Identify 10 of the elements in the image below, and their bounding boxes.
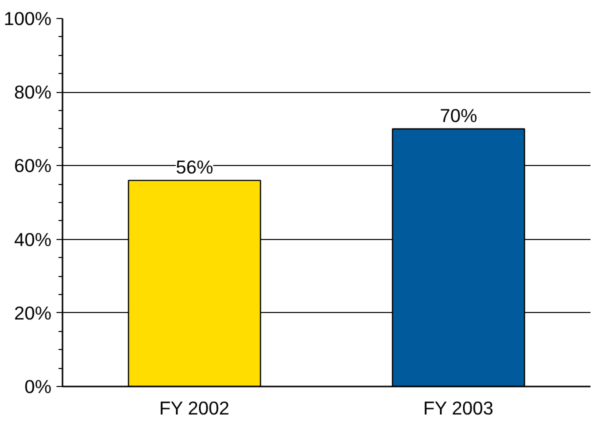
data-label: 70% xyxy=(440,104,478,126)
y-tick-label: 60% xyxy=(14,155,52,176)
y-tick-label: 20% xyxy=(14,302,52,324)
x-tick-label: FY 2002 xyxy=(159,398,230,418)
data-label: 56% xyxy=(176,156,214,178)
y-tick-label: 40% xyxy=(14,228,52,250)
y-tick-label: 0% xyxy=(24,376,52,397)
x-tick-label: FY 2003 xyxy=(423,398,494,418)
y-tick-label: 80% xyxy=(14,82,52,103)
y-tick-label: 100% xyxy=(4,8,52,29)
